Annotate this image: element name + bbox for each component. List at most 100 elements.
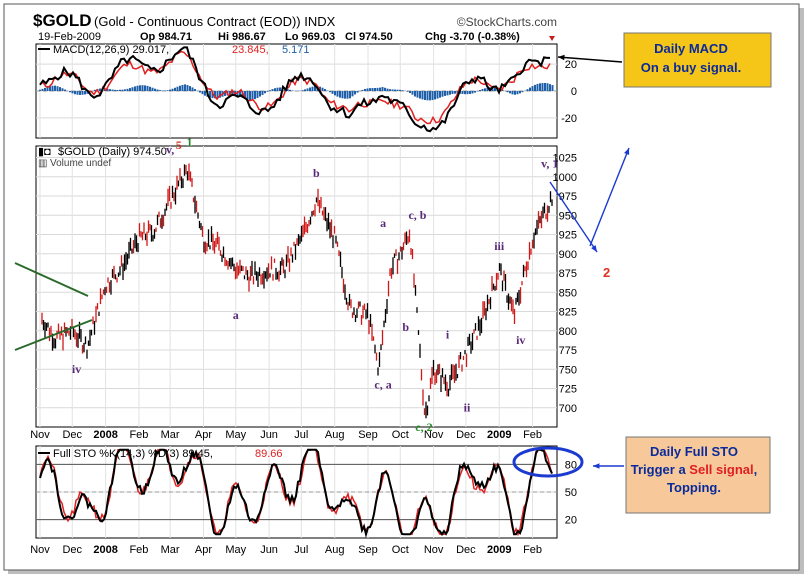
x-tick-label: Mar	[161, 544, 180, 556]
x-tick-label: 2008	[93, 544, 117, 556]
x-tick-label: 2009	[487, 544, 511, 556]
x-tick-label: Sep	[358, 544, 378, 556]
projection-label: 2	[603, 265, 610, 280]
x-tick-label: Feb	[523, 429, 542, 441]
price-tick-label: 800	[559, 326, 577, 338]
header-date: 19-Feb-2009	[38, 31, 101, 43]
chart-type-icon: ▮◘	[38, 146, 51, 158]
x-tick-label: Jul	[294, 429, 308, 441]
x-tick-label: Nov	[424, 544, 444, 556]
sto-k-line	[39, 448, 553, 539]
sto-callout-line2: Trigger a Sell signal,	[631, 462, 757, 477]
macd-legend-histogram: 5.171	[282, 44, 310, 56]
projection-arrow-down	[549, 181, 598, 253]
x-tick-label: Nov	[30, 429, 50, 441]
wave-label: a	[233, 308, 239, 322]
wave-label: c, 2	[415, 420, 432, 434]
wave-label: v, 1	[541, 157, 558, 171]
volume-legend: Volume undef	[50, 158, 111, 169]
x-tick-label: Sep	[358, 429, 378, 441]
x-tick-label: Dec	[456, 544, 476, 556]
projection-arrow-down-head	[591, 245, 597, 252]
sto-tick-label: 80	[565, 459, 577, 471]
sto-callout-box	[625, 436, 771, 514]
triangle-upper-trendline	[14, 262, 89, 297]
macd-callout-arrow-head	[558, 54, 565, 61]
sto-callout-arrow-head	[593, 463, 600, 469]
x-tick-label: Aug	[325, 429, 345, 441]
x-tick-label: Oct	[392, 544, 409, 556]
price-tick-label: 925	[559, 230, 577, 242]
price-tick-label: 1000	[553, 172, 577, 184]
watermark: ©StockCharts.com	[457, 15, 557, 29]
x-tick-label: Feb	[129, 429, 148, 441]
x-tick-label: Dec	[62, 544, 82, 556]
x-tick-label: May	[225, 429, 246, 441]
wave-label: c, a	[374, 378, 391, 392]
macd-tick-label: 0	[571, 86, 577, 98]
down-triangle-icon	[549, 36, 555, 41]
triangle-lower-trendline	[14, 319, 93, 351]
price-tick-label: 900	[559, 249, 577, 261]
x-tick-label: Feb	[129, 544, 148, 556]
price-tick-label: 1025	[553, 153, 577, 165]
sto-callout-line3: Topping.	[667, 480, 721, 495]
macd-legend-signal: 23.845,	[232, 44, 269, 56]
wave-label: c, b	[408, 208, 426, 222]
sto-panel: 20 50 80	[35, 445, 577, 539]
sto-tick-label: 50	[565, 487, 577, 499]
price-tick-label: 950	[559, 210, 577, 222]
x-tick-label: Apr	[195, 429, 212, 441]
wave-label: iv	[72, 362, 81, 376]
x-tick-label: Mar	[161, 429, 180, 441]
x-tick-label: Oct	[392, 429, 409, 441]
price-tick-label: 850	[559, 287, 577, 299]
macd-line	[39, 46, 550, 133]
x-tick-label: 2009	[487, 429, 511, 441]
header-open: Op 984.71	[140, 31, 192, 43]
annotations	[14, 32, 772, 514]
macd-callout-line1: Daily MACD	[654, 41, 728, 56]
macd-signal-line	[39, 50, 551, 125]
x-tick-label: Nov	[30, 544, 50, 556]
macd-tick-label: 20	[565, 59, 577, 71]
macd-tick-label: -20	[561, 113, 577, 125]
x-tick-label: Aug	[325, 544, 345, 556]
header-close: Cl 974.50	[345, 31, 393, 43]
symbol-title: $GOLD	[33, 11, 92, 30]
volume-icon: ▥	[38, 158, 47, 169]
macd-callout-line2: On a buy signal.	[641, 60, 741, 75]
header-high: Hi 986.67	[218, 31, 266, 43]
projection-arrow-up	[589, 147, 630, 247]
price-panel: 700 725 750 775 800 825 850 875 900 925 950 975 1000…	[35, 145, 577, 428]
x-tick-label: Apr	[195, 544, 212, 556]
sto-tick-label: 20	[565, 515, 577, 527]
wave-label: v,	[166, 143, 174, 157]
price-tick-label: 975	[559, 191, 577, 203]
x-axis-bottom: Nov Dec 2008 Feb Mar Apr May Jun Jul Aug Sep Oct Nov…	[30, 544, 542, 556]
macd-callout-box	[623, 32, 772, 88]
price-tick-label: 725	[559, 384, 577, 396]
price-tick-label: 775	[559, 345, 577, 357]
x-tick-label: Jul	[294, 544, 308, 556]
symbol-description: (Gold - Continuous Contract (EOD)) INDX	[94, 14, 336, 29]
macd-callout-arrow	[557, 56, 623, 63]
sto-legend-d: 89.66	[255, 448, 283, 460]
wave-label: b	[402, 320, 409, 334]
price-tick-label: 750	[559, 364, 577, 376]
sto-highlight-circle	[512, 446, 584, 478]
header-low: Lo 969.03	[285, 31, 335, 43]
x-tick-label: Nov	[424, 429, 444, 441]
x-tick-label: Jun	[260, 429, 278, 441]
x-tick-label: 2008	[93, 429, 117, 441]
x-tick-label: May	[225, 544, 246, 556]
wave-label: a	[380, 216, 386, 230]
price-legend: $GOLD (Daily) 974.50	[58, 146, 167, 158]
wave-label: iv	[516, 333, 525, 347]
macd-panel: -20 0 20	[35, 43, 577, 139]
projection-arrow-up-head	[624, 148, 630, 155]
price-tick-label: 700	[559, 403, 577, 415]
wave-label: 1	[186, 135, 192, 149]
